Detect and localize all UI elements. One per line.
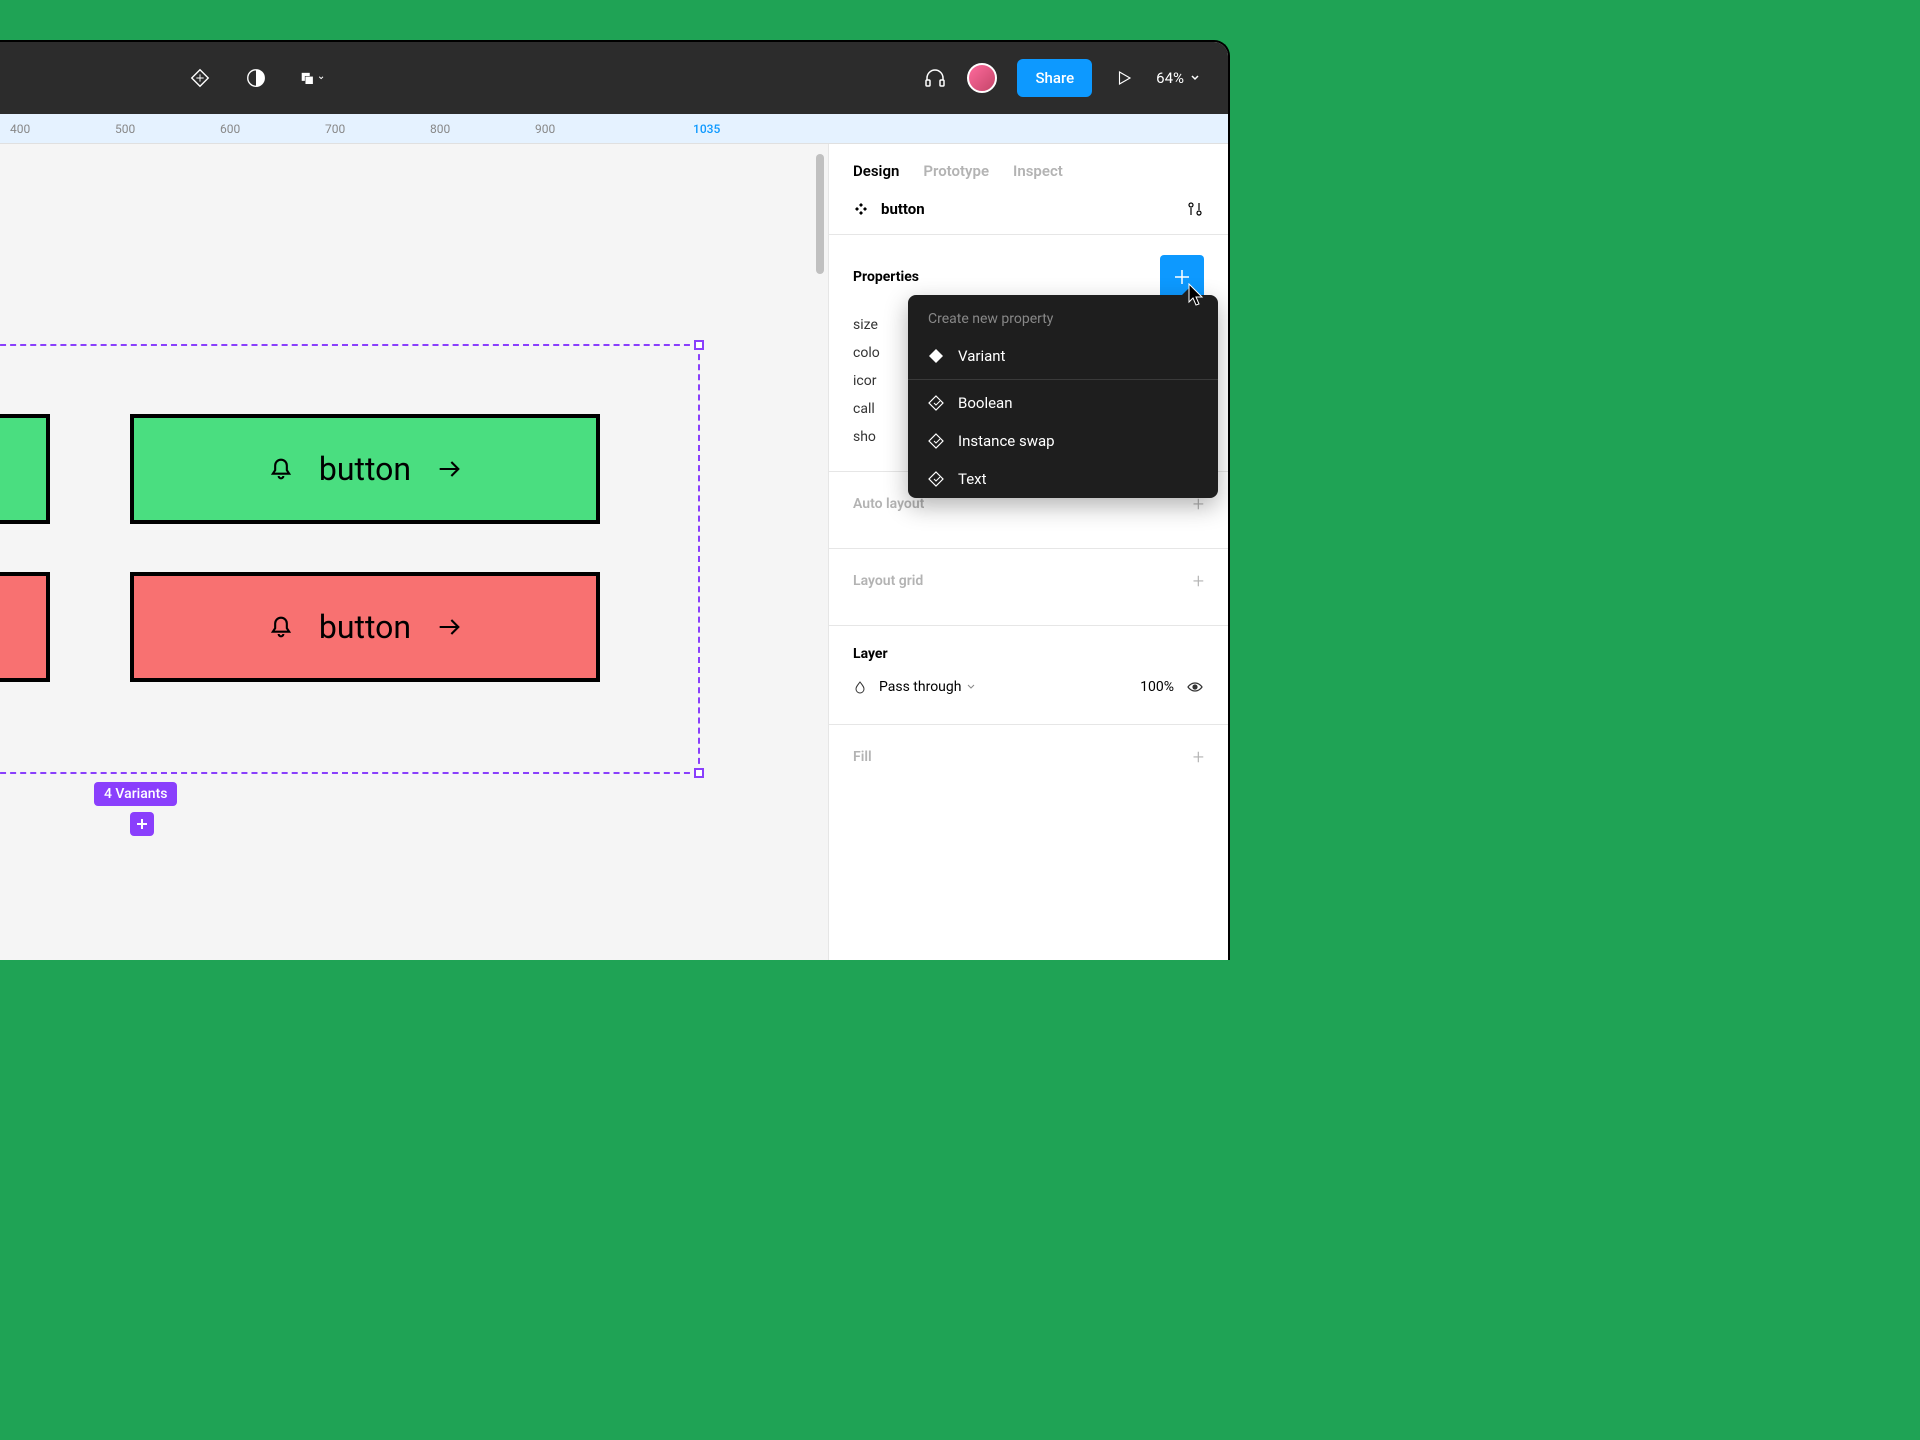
canvas-button-variant[interactable] <box>0 414 50 524</box>
droplet-icon <box>853 680 867 694</box>
button-text: button <box>319 608 411 646</box>
popup-divider <box>908 379 1218 380</box>
popup-item-text[interactable]: Text <box>908 460 1218 498</box>
popup-item-variant[interactable]: Variant <box>908 337 1218 375</box>
blend-mode-value: Pass through <box>879 679 961 695</box>
canvas[interactable]: button button 4 Variants <box>0 144 828 960</box>
ruler-tick: 800 <box>430 122 450 136</box>
canvas-button-variant[interactable] <box>0 572 50 682</box>
component-set-icon <box>853 201 869 217</box>
toolbar-right: Share 64% <box>923 59 1200 97</box>
ruler-tick: 500 <box>115 122 135 136</box>
component-header: button <box>829 192 1228 235</box>
cursor-icon <box>1188 283 1206 307</box>
arrow-right-icon <box>435 613 463 641</box>
arrow-right-icon <box>435 455 463 483</box>
adjust-icon[interactable] <box>1186 200 1204 218</box>
ruler[interactable]: 400 500 600 700 800 900 1035 <box>0 114 1228 144</box>
tab-design[interactable]: Design <box>853 162 899 180</box>
main-area: button button 4 Variants Design Prototype In… <box>0 144 1228 960</box>
ruler-tick-active: 1035 <box>693 122 720 136</box>
layer-section: Layer Pass through 100% <box>829 626 1228 725</box>
layer-title: Layer <box>853 646 888 662</box>
component-name-text: button <box>881 200 925 218</box>
visibility-icon[interactable] <box>1186 678 1204 696</box>
ruler-tick: 600 <box>220 122 240 136</box>
play-icon[interactable] <box>1112 66 1136 90</box>
avatar[interactable] <box>967 63 997 93</box>
toolbar-tools <box>188 66 324 90</box>
bell-icon <box>267 613 295 641</box>
selection-frame[interactable] <box>0 344 700 774</box>
popup-item-boolean[interactable]: Boolean <box>908 384 1218 422</box>
mask-tool-icon[interactable] <box>244 66 268 90</box>
fill-title: Fill <box>853 749 872 765</box>
boolean-tool-icon[interactable] <box>300 66 324 90</box>
properties-section: Properties sizecoloicorcallsho Create ne… <box>829 235 1228 472</box>
panel-tabs: Design Prototype Inspect <box>829 144 1228 192</box>
headphones-icon[interactable] <box>923 66 947 90</box>
tab-inspect[interactable]: Inspect <box>1013 162 1063 180</box>
properties-title: Properties <box>853 269 919 285</box>
add-variant-button[interactable] <box>130 812 154 836</box>
fill-section: Fill + <box>829 725 1228 801</box>
popup-variant-label: Variant <box>958 347 1005 365</box>
ruler-tick: 900 <box>535 122 555 136</box>
opacity-value[interactable]: 100% <box>1140 679 1174 695</box>
add-layout-grid-button[interactable]: + <box>1193 569 1204 593</box>
selection-handle[interactable] <box>694 340 704 350</box>
bell-icon <box>267 455 295 483</box>
app-window: Share 64% 4005006007008009001035 buttonb… <box>0 40 1230 960</box>
component-tool-icon[interactable] <box>188 66 212 90</box>
canvas-button-variant[interactable]: button <box>130 414 600 524</box>
button-text: button <box>319 450 411 488</box>
ruler-tick: 700 <box>325 122 345 136</box>
layout-grid-title: Layout grid <box>853 573 923 589</box>
auto-layout-title: Auto layout <box>853 496 924 512</box>
scrollbar[interactable] <box>816 154 824 274</box>
popup-item-instance-swap[interactable]: Instance swap <box>908 422 1218 460</box>
selection-handle[interactable] <box>694 768 704 778</box>
component-name-row: button <box>853 200 925 218</box>
tab-prototype[interactable]: Prototype <box>923 162 989 180</box>
variants-badge: 4 Variants <box>94 782 177 806</box>
share-button[interactable]: Share <box>1017 59 1092 97</box>
properties-panel: Design Prototype Inspect button Properties… <box>828 144 1228 960</box>
layout-grid-section: Layout grid + <box>829 549 1228 626</box>
canvas-button-variant[interactable]: button <box>130 572 600 682</box>
zoom-value: 64% <box>1156 69 1184 87</box>
toolbar: Share 64% <box>0 42 1228 114</box>
add-fill-button[interactable]: + <box>1193 745 1204 769</box>
create-property-popup: Create new property Variant BooleanInsta… <box>908 295 1218 498</box>
blend-mode-select[interactable]: Pass through <box>879 679 975 695</box>
popup-header: Create new property <box>908 295 1218 337</box>
ruler-tick: 400 <box>10 122 30 136</box>
zoom-level[interactable]: 64% <box>1156 69 1200 87</box>
